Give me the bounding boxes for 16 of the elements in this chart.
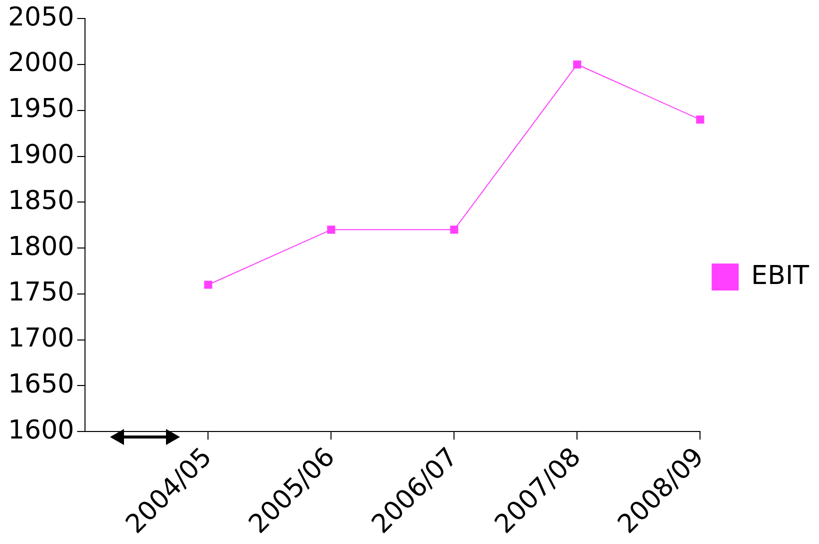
y-tick-label: 1600 xyxy=(8,415,74,446)
point xyxy=(450,226,458,234)
y-tick-label: 1900 xyxy=(8,140,74,170)
y-tick-label: 1750 xyxy=(8,278,74,308)
point xyxy=(696,116,704,124)
y-tick-label: 1650 xyxy=(8,369,74,400)
y-tick-label: 1700 xyxy=(8,324,74,354)
legend-label: EBIT xyxy=(751,260,810,291)
y-tick-label: 1950 xyxy=(8,94,74,124)
point xyxy=(327,226,336,234)
y-tick-label: 1800 xyxy=(8,232,74,262)
y-tick-label: 1850 xyxy=(8,186,74,216)
y-tick-label: 2000 xyxy=(8,48,74,78)
y-tick-label: 2050 xyxy=(8,2,74,32)
point xyxy=(204,280,212,289)
point xyxy=(573,60,582,69)
